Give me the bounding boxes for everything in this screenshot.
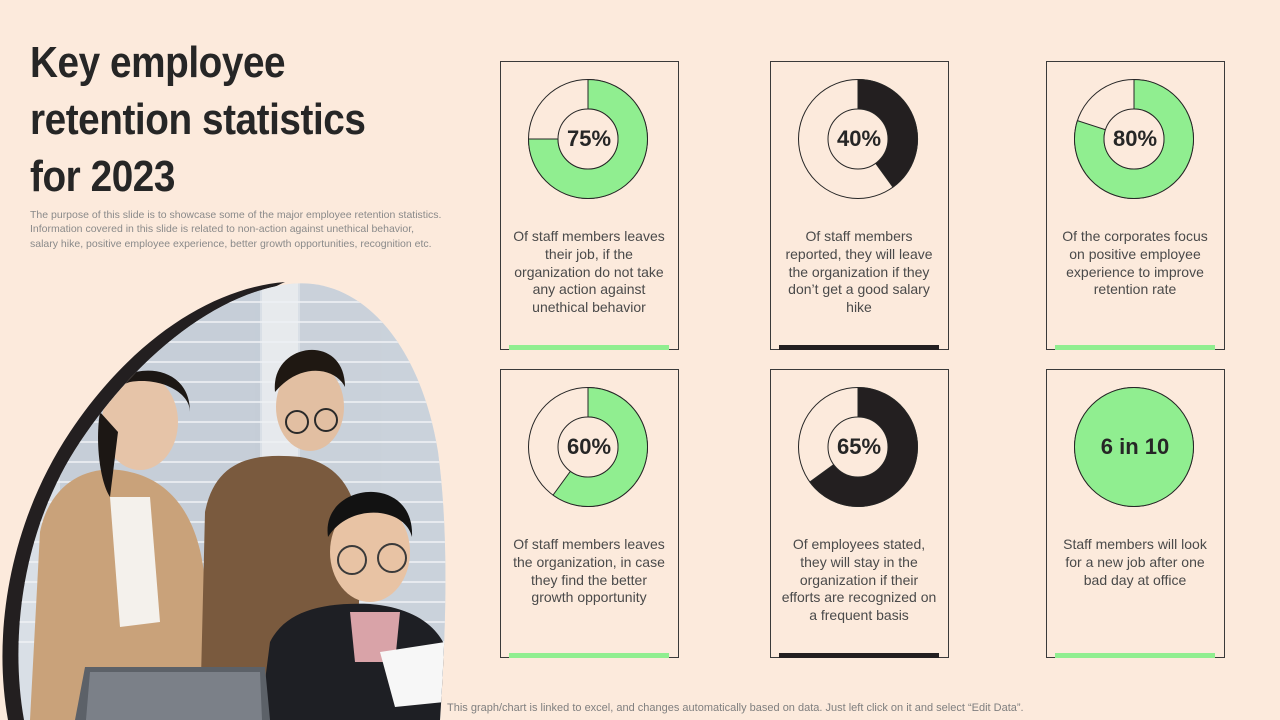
donut-hole [557, 108, 619, 170]
donut-chart [797, 386, 919, 508]
office-team-photo [0, 282, 450, 720]
stat-description: Of employees stated, they will stay in t… [781, 536, 937, 624]
slide-subtitle: The purpose of this slide is to showcase… [30, 209, 442, 250]
stat-description: Of staff members leaves their job, if th… [513, 228, 665, 316]
stat-description: Staff members will look for a new job af… [1063, 536, 1207, 588]
donut-hole [557, 416, 619, 478]
donut-chart [527, 386, 649, 508]
stat-card-growth-opportunity: 60% Of staff members leaves the organizat… [500, 369, 679, 658]
accent-bar [509, 653, 669, 658]
stat-card-salary-hike: 40% Of staff members reported, they will … [770, 61, 949, 350]
stat-value: 40% [836, 126, 882, 151]
accent-bar [779, 653, 939, 658]
slide-title: Key employee retention statistics for 20… [30, 38, 366, 201]
accent-bar [1055, 653, 1215, 658]
donut-chart [1073, 386, 1195, 508]
stat-description: Of the corporates focus on positive empl… [1062, 228, 1208, 298]
edit-data-note: This graph/chart is linked to excel, and… [447, 702, 1024, 714]
stat-card-bad-day: 6 in 10 Staff members will look for a new… [1046, 369, 1225, 658]
donut-chart [1073, 78, 1195, 200]
stat-card-unethical-behavior: 75% Of staff members leaves their job, if… [500, 61, 679, 350]
donut-chart [527, 78, 649, 200]
stat-value: 65% [836, 434, 882, 459]
stat-value: 75% [566, 126, 612, 151]
stat-value: 60% [566, 434, 612, 459]
donut-value-segment [1074, 387, 1194, 507]
donut-hole [827, 108, 889, 170]
donut-hole [827, 416, 889, 478]
stat-description: Of staff members reported, they will lea… [785, 228, 933, 316]
donut-chart [797, 78, 919, 200]
stat-description: Of staff members leaves the organization… [513, 536, 665, 606]
donut-hole [1103, 108, 1165, 170]
stat-card-employee-experience: 80% Of the corporates focus on positive e… [1046, 61, 1225, 350]
accent-bar [1055, 345, 1215, 350]
stat-value: 80% [1112, 126, 1158, 151]
accent-bar [779, 345, 939, 350]
accent-bar [509, 345, 669, 350]
stat-value: 6 in 10 [1100, 434, 1170, 459]
stat-card-recognition: 65% Of employees stated, they will stay i… [770, 369, 949, 658]
